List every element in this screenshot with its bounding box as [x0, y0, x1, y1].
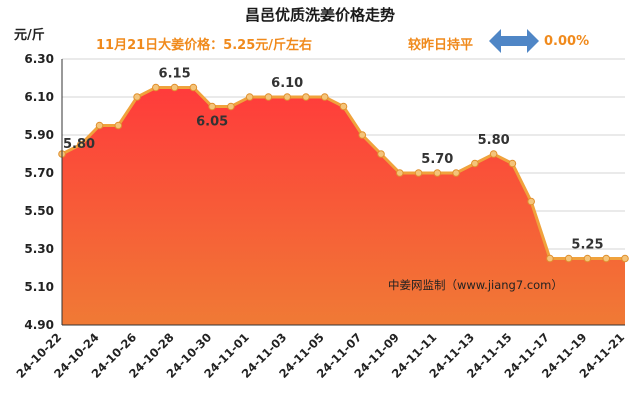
data-point	[396, 169, 404, 177]
data-point	[433, 169, 442, 177]
y-axis-unit: 元/斤	[14, 28, 45, 43]
y-tick-label: 4.90	[24, 318, 54, 332]
data-label: 5.70	[421, 152, 453, 167]
compare-value: 0.00%	[544, 34, 590, 49]
data-point	[471, 159, 479, 168]
data-point	[227, 102, 235, 111]
data-point	[564, 254, 573, 263]
data-point	[208, 102, 216, 111]
data-point	[152, 83, 160, 92]
data-label: 6.15	[159, 67, 191, 82]
y-tick-label: 5.70	[24, 166, 54, 180]
data-point	[452, 169, 460, 177]
data-point	[95, 121, 104, 130]
data-point	[546, 254, 554, 263]
data-label: 5.80	[478, 133, 510, 148]
data-point	[489, 150, 498, 158]
data-label: 6.10	[271, 76, 303, 91]
y-tick-label: 5.10	[24, 280, 54, 294]
data-point	[170, 83, 179, 92]
data-point	[114, 121, 123, 130]
data-point	[527, 197, 535, 206]
data-point	[508, 159, 517, 168]
y-tick-labels: 6.30 6.10 5.90 5.70 5.50 5.30 5.10 4.90	[24, 52, 54, 332]
y-tick-label: 5.50	[24, 204, 54, 218]
y-tick-label: 6.10	[24, 90, 54, 104]
data-point	[264, 93, 273, 101]
data-point	[76, 140, 85, 149]
data-labels: 5.80 6.15 6.05 6.10 5.70 5.80 5.25	[63, 67, 604, 253]
data-point	[602, 254, 611, 263]
data-point	[358, 131, 367, 139]
y-tick-label: 6.30	[24, 52, 54, 66]
data-point	[245, 93, 254, 101]
data-point	[621, 254, 629, 263]
y-tick-label: 5.30	[24, 242, 54, 256]
data-point	[339, 102, 348, 111]
data-point	[377, 150, 385, 158]
price-area	[62, 87, 625, 325]
data-point	[283, 93, 292, 101]
data-label: 5.80	[63, 137, 95, 152]
point-markers	[58, 83, 629, 263]
x-tick-labels: 24-10-2224-10-2424-10-2624-10-2824-10-30…	[14, 330, 628, 381]
data-point	[320, 93, 329, 101]
data-point	[133, 93, 141, 101]
data-label: 6.05	[196, 115, 228, 130]
double-arrow-icon	[489, 29, 539, 53]
data-point	[583, 254, 592, 263]
chart-title: 昌邑优质洗姜价格走势	[244, 6, 395, 24]
data-point	[302, 93, 310, 101]
data-label: 5.25	[571, 238, 603, 253]
price-note: 11月21日大姜价格：5.25元/斤左右	[96, 38, 313, 53]
y-tick-label: 5.90	[24, 128, 54, 142]
compare-label: 较昨日持平	[408, 38, 474, 53]
data-point	[189, 83, 198, 92]
watermark-annotation: 中姜网监制（www.jiang7.com）	[388, 278, 563, 292]
data-point	[414, 169, 423, 177]
